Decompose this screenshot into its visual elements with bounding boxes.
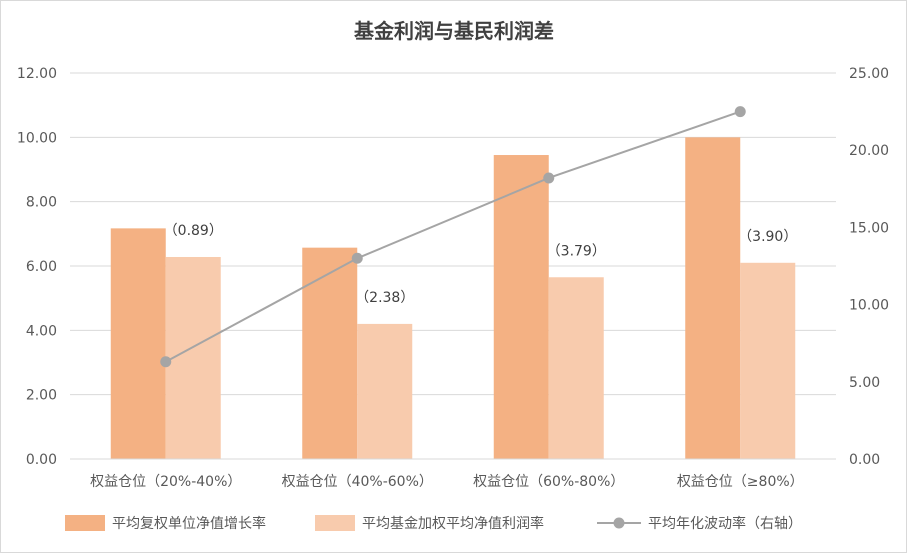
bar-nav-growth <box>685 137 741 460</box>
left-axis-tick-label: 6.00 <box>26 259 57 275</box>
legend-label: 平均基金加权平均净值利润率 <box>362 515 544 532</box>
right-axis-tick-label: 15.00 <box>849 220 889 236</box>
data-label: （3.90） <box>738 229 797 245</box>
volatility-line <box>160 106 746 368</box>
legend: 平均复权单位净值增长率 平均基金加权平均净值利润率 平均年化波动率（右轴） <box>65 515 802 532</box>
category-label: 权益仓位（40%-60%） <box>282 474 433 490</box>
data-label: （2.38） <box>355 290 414 306</box>
chart-title: 基金利润与基民利润差 <box>354 19 554 43</box>
left-axis-tick-label: 4.00 <box>26 323 57 339</box>
category-label: 权益仓位（60%-80%） <box>473 474 624 490</box>
right-axis-tick-label: 25.00 <box>849 66 889 82</box>
legend-swatch-profit-rate <box>315 515 355 531</box>
legend-label: 平均年化波动率（右轴） <box>648 515 802 532</box>
volatility-polyline <box>165 110 741 363</box>
legend-marker-volatility <box>613 517 625 529</box>
axes: 0.00 2.00 4.00 6.00 8.00 10.00 12.00 0.00 5.00 10… <box>17 66 889 490</box>
volatility-point <box>734 106 746 118</box>
bar-profit-rate <box>165 256 221 459</box>
volatility-point <box>160 356 172 368</box>
data-label: （3.79） <box>547 243 606 259</box>
bar-profit-rate <box>548 277 604 459</box>
bar-profit-rate <box>740 262 796 459</box>
bar-nav-growth <box>493 155 549 459</box>
left-axis-tick-label: 12.00 <box>17 66 57 82</box>
left-axis-tick-label: 10.00 <box>17 130 57 146</box>
bar-nav-growth <box>110 228 166 459</box>
volatility-point <box>351 252 363 264</box>
data-labels: （0.89） （2.38） （3.79） （3.90） <box>164 223 798 306</box>
left-axis-tick-label: 2.00 <box>26 388 57 404</box>
left-axis-tick-label: 8.00 <box>26 195 57 211</box>
volatility-point <box>543 172 555 184</box>
right-axis-tick-label: 0.00 <box>849 452 880 468</box>
right-axis-tick-label: 10.00 <box>849 298 889 314</box>
bar-nav-growth <box>302 247 358 459</box>
legend-swatch-nav-growth <box>65 515 105 531</box>
bars <box>110 137 796 460</box>
right-axis-tick-label: 5.00 <box>849 375 880 391</box>
bar-profit-rate <box>357 323 413 459</box>
data-label: （0.89） <box>164 223 223 239</box>
category-label: 权益仓位（20%-40%） <box>90 474 241 490</box>
legend-label: 平均复权单位净值增长率 <box>112 515 266 532</box>
right-axis-tick-label: 20.00 <box>849 143 889 159</box>
left-axis-tick-label: 0.00 <box>26 452 57 468</box>
category-label: 权益仓位（≥80%） <box>677 474 804 490</box>
